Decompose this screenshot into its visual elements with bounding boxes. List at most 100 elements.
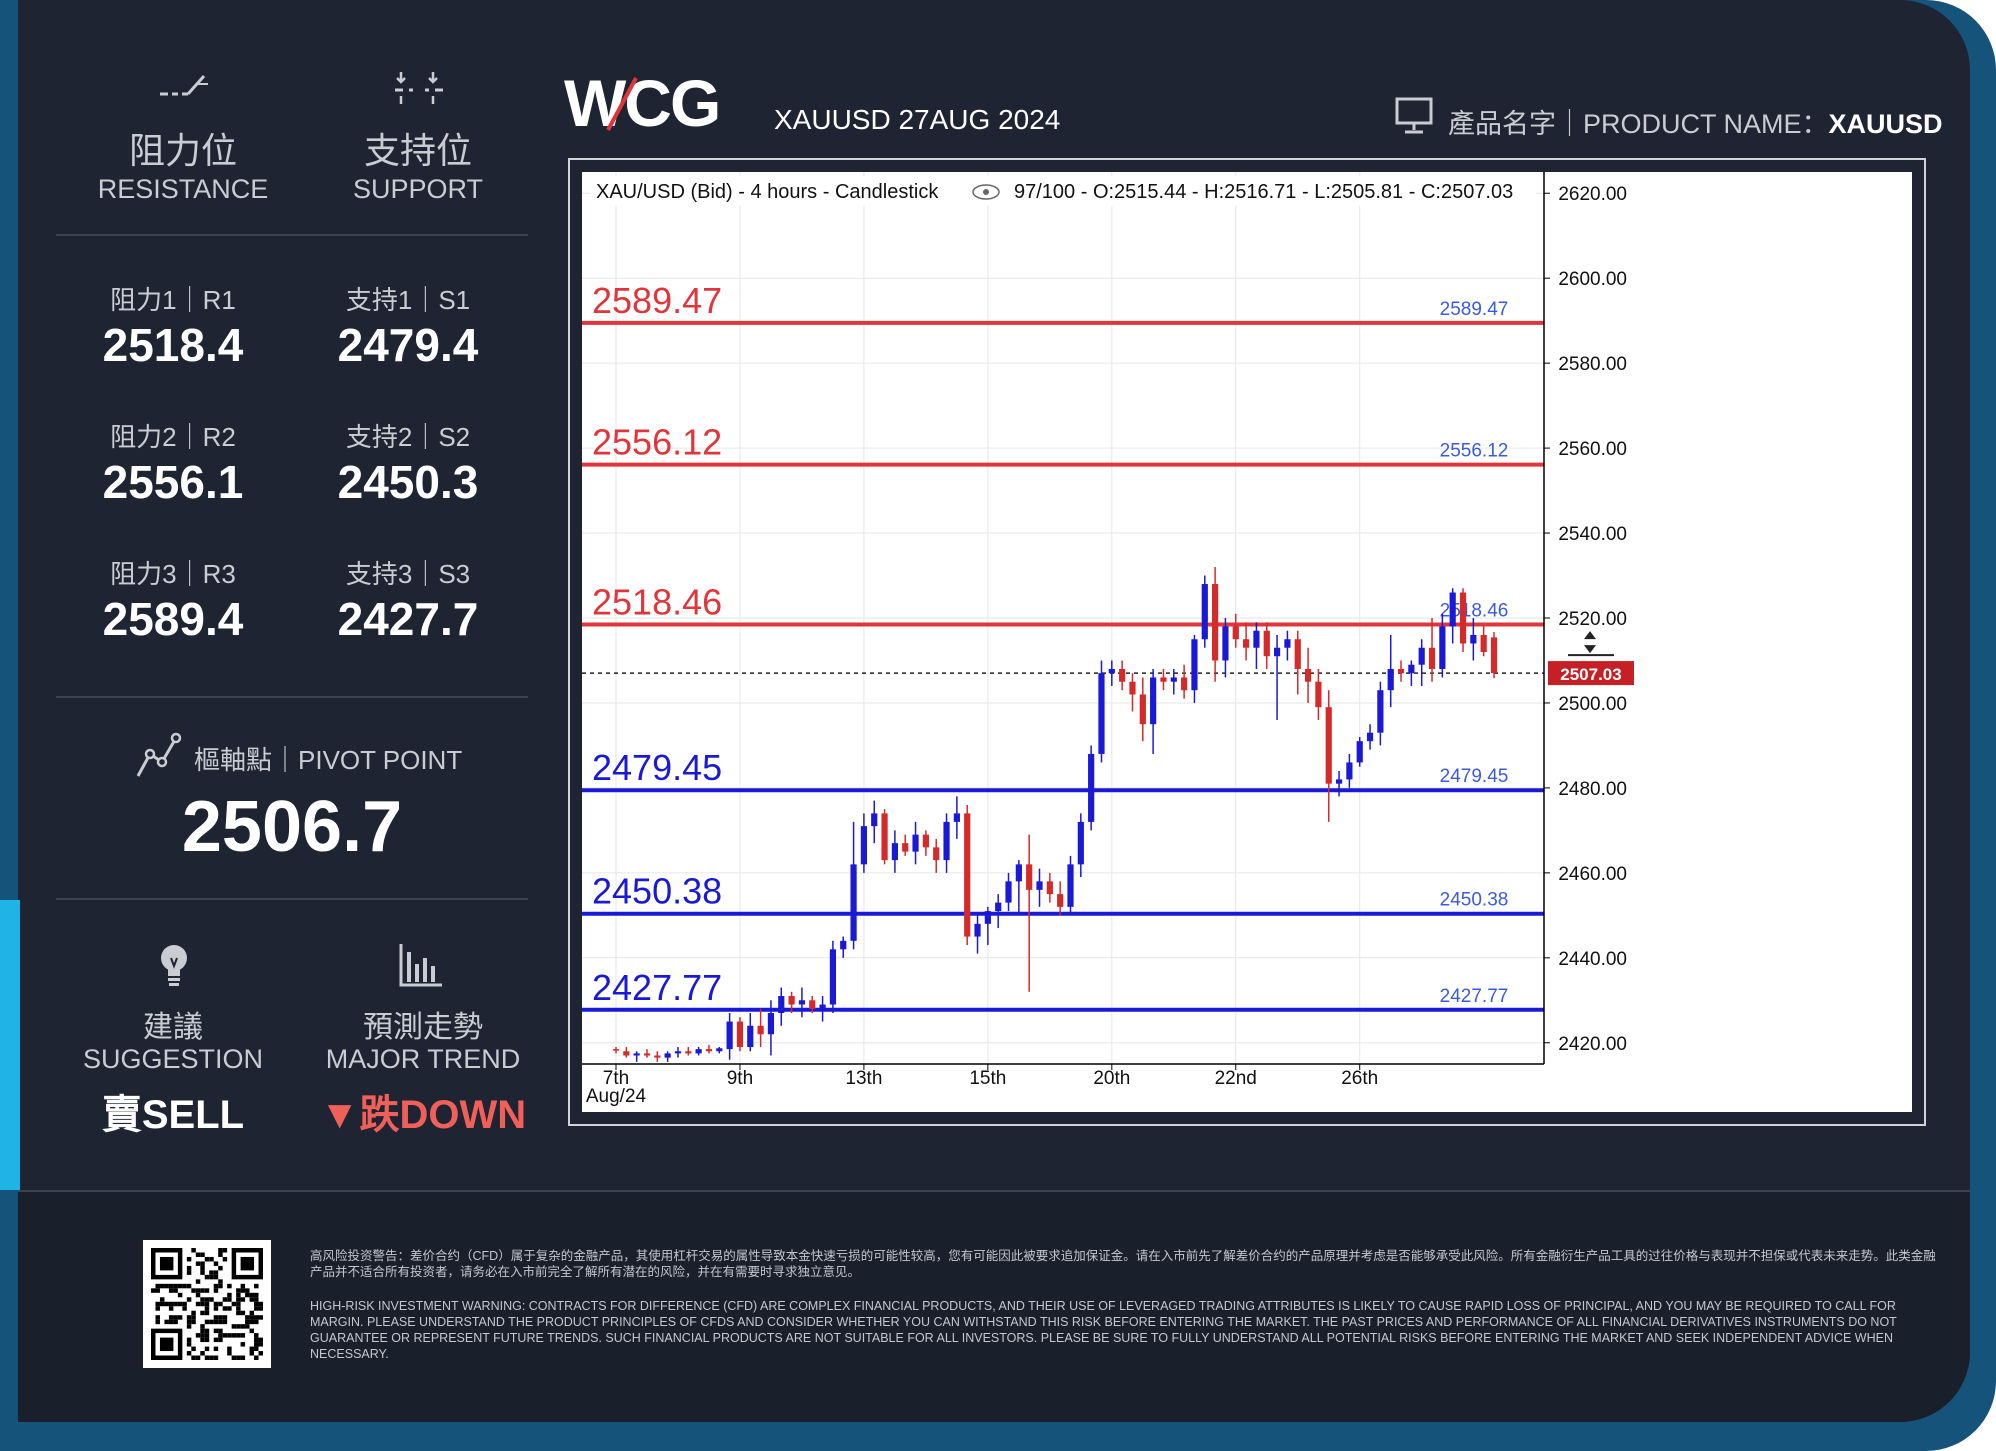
qr-module: [200, 1324, 205, 1329]
qr-module: [213, 1261, 219, 1266]
qr-module: [159, 1283, 165, 1289]
qr-module: [240, 1283, 246, 1289]
qr-module: [204, 1319, 210, 1325]
candle-body: [1150, 677, 1157, 725]
qr-module: [191, 1248, 196, 1253]
qr-module: [204, 1328, 210, 1334]
candle-body: [1346, 762, 1353, 780]
qr-module: [236, 1333, 241, 1338]
candle-body: [685, 1051, 692, 1054]
qr-module: [254, 1355, 259, 1360]
qr-module: [164, 1319, 169, 1325]
candle-body: [726, 1021, 733, 1050]
resistance-zh: 阻力位: [128, 130, 237, 171]
qr-module: [254, 1315, 259, 1320]
qr-finder-core: [159, 1256, 174, 1271]
qr-module: [213, 1355, 219, 1360]
qr-module: [222, 1319, 228, 1325]
candle-body: [1490, 637, 1498, 674]
r1-label: 阻力1｜R1: [110, 285, 236, 315]
product-label: 產品名字｜PRODUCT NAME：: [1448, 109, 1829, 139]
qr-module: [249, 1328, 255, 1334]
level-label-right: 2518.46: [1440, 601, 1509, 622]
disclaimer-en: HIGH-RISK INVESTMENT WARNING: CONTRACTS …: [310, 1299, 1897, 1361]
candle-body: [922, 834, 929, 848]
qr-module: [200, 1333, 205, 1338]
pivot-line-icon: [136, 732, 182, 777]
qr-module: [213, 1346, 219, 1352]
qr-module: [249, 1297, 255, 1302]
qr-module: [213, 1270, 219, 1275]
candle-body: [819, 1004, 826, 1009]
qr-module: [200, 1252, 205, 1257]
y-tick-label: 2460.00: [1558, 864, 1627, 885]
qr-module: [254, 1333, 259, 1338]
candle-body: [1315, 681, 1322, 708]
qr-module: [213, 1274, 219, 1280]
qr-module: [227, 1346, 232, 1352]
qr-module: [186, 1283, 192, 1289]
candle-body: [1397, 668, 1405, 674]
qr-code[interactable]: [143, 1240, 271, 1368]
qr-module: [254, 1306, 259, 1311]
disclaimer-footer: 高风险投资警告：差价合约（CFD）属于复杂的金融产品，其使用杠杆交易的属性导致本…: [18, 1190, 1970, 1422]
qr-module: [245, 1324, 250, 1329]
y-tick-label: 2480.00: [1558, 779, 1627, 800]
wcg-logo: WCG: [564, 74, 721, 134]
trend-value: ▼跌DOWN: [319, 1093, 527, 1137]
candle-body: [757, 1025, 764, 1035]
qr-code-image: [151, 1248, 263, 1360]
qr-module: [254, 1346, 259, 1352]
level-label-left: 2450.38: [592, 871, 722, 912]
qr-module: [249, 1292, 255, 1298]
candle-body: [1098, 673, 1105, 754]
qr-module: [240, 1288, 246, 1293]
support-en: SUPPORT: [352, 174, 484, 204]
r1-value: 2518.4: [102, 319, 244, 371]
qr-module: [240, 1324, 246, 1329]
qr-module: [204, 1288, 210, 1293]
suggestion-value: 賣SELL: [101, 1093, 245, 1137]
candle-body: [829, 949, 837, 1005]
qr-module: [254, 1283, 259, 1289]
scale-adjust-icon: [1584, 631, 1596, 654]
candle-body: [1119, 668, 1126, 682]
qr-module: [236, 1288, 241, 1293]
qr-module: [222, 1248, 228, 1253]
candle-body: [809, 1000, 816, 1009]
monitor-icon: [1395, 97, 1433, 134]
qr-module: [245, 1292, 250, 1298]
qr-module: [204, 1301, 210, 1307]
qr-module: [209, 1355, 214, 1360]
candle-body: [1201, 584, 1208, 640]
s3-value: 2427.7: [337, 593, 479, 645]
qr-module: [200, 1310, 205, 1316]
qr-module: [177, 1315, 183, 1320]
qr-module: [213, 1301, 219, 1307]
chart-title: XAU/USD (Bid) - 4 hours - Candlestick: [596, 181, 939, 203]
qr-module: [258, 1301, 263, 1307]
qr-module: [222, 1333, 228, 1338]
candle-body: [1366, 732, 1374, 742]
qr-finder-core: [159, 1337, 174, 1352]
support-dots-icon: [395, 72, 443, 104]
qr-module: [222, 1306, 228, 1311]
suggestion-section: 建議 SUGGESTION 賣SELL: [68, 940, 278, 1140]
qr-module: [236, 1355, 241, 1360]
qr-module: [236, 1310, 241, 1316]
qr-module: [209, 1270, 214, 1275]
candle-body: [1129, 681, 1136, 695]
qr-module: [258, 1306, 263, 1311]
y-tick-label: 2540.00: [1558, 524, 1627, 545]
candle-body: [705, 1049, 713, 1052]
candlestick-chart: 2589.47 2589.47 2556.12 2556.12 2518.46 2518.…: [582, 172, 1634, 1107]
qr-module: [218, 1279, 223, 1284]
candle-body: [767, 1013, 775, 1035]
qr-module: [218, 1252, 223, 1257]
y-tick-label: 2500.00: [1558, 694, 1627, 715]
level-label-left: 2479.45: [592, 747, 722, 788]
candle-body: [1191, 639, 1198, 691]
candle-body: [840, 940, 847, 950]
qr-module: [200, 1351, 205, 1356]
candle-body: [1222, 626, 1229, 661]
